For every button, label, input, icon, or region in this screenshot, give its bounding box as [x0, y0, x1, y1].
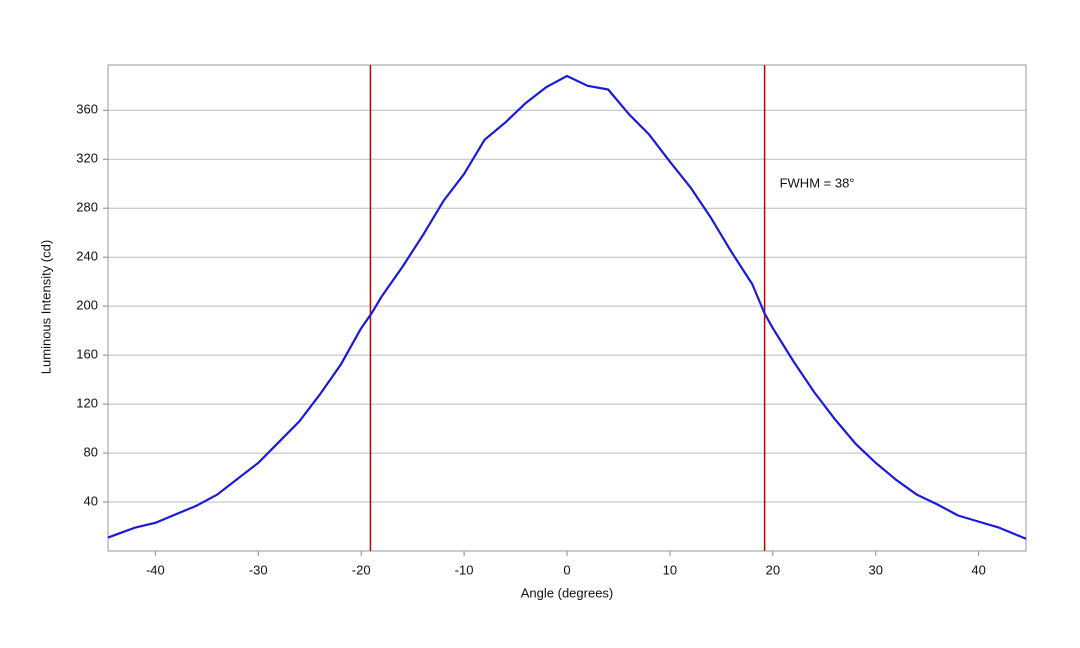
x-tick-label: 30	[869, 562, 883, 577]
x-tick-label: 0	[563, 562, 570, 577]
x-tick-label: 40	[971, 562, 985, 577]
data-line	[107, 74, 1027, 540]
y-tick-label: 280	[76, 200, 98, 215]
plot-frame	[107, 64, 1027, 552]
annotation: FWHM = 38°	[780, 175, 855, 190]
x-tick-label: -20	[352, 562, 371, 577]
y-tick-label: 80	[84, 445, 98, 460]
x-tick-label: -30	[249, 562, 268, 577]
y-tick-label: 200	[76, 298, 98, 313]
x-tick-label: -40	[146, 562, 165, 577]
y-tick-label: 320	[76, 151, 98, 166]
x-tick-label: 20	[766, 562, 780, 577]
y-tick-label: 120	[76, 396, 98, 411]
x-tick-label: 10	[663, 562, 677, 577]
y-tick-label: 40	[84, 493, 98, 508]
y-tick-label: 240	[76, 249, 98, 264]
y-axis-label: Luminous Intensity (cd)	[38, 240, 53, 374]
y-tick-label: 160	[76, 347, 98, 362]
x-tick-label: -10	[455, 562, 474, 577]
y-tick-label: 360	[76, 102, 98, 117]
x-axis-label: Angle (degrees)	[521, 585, 614, 600]
